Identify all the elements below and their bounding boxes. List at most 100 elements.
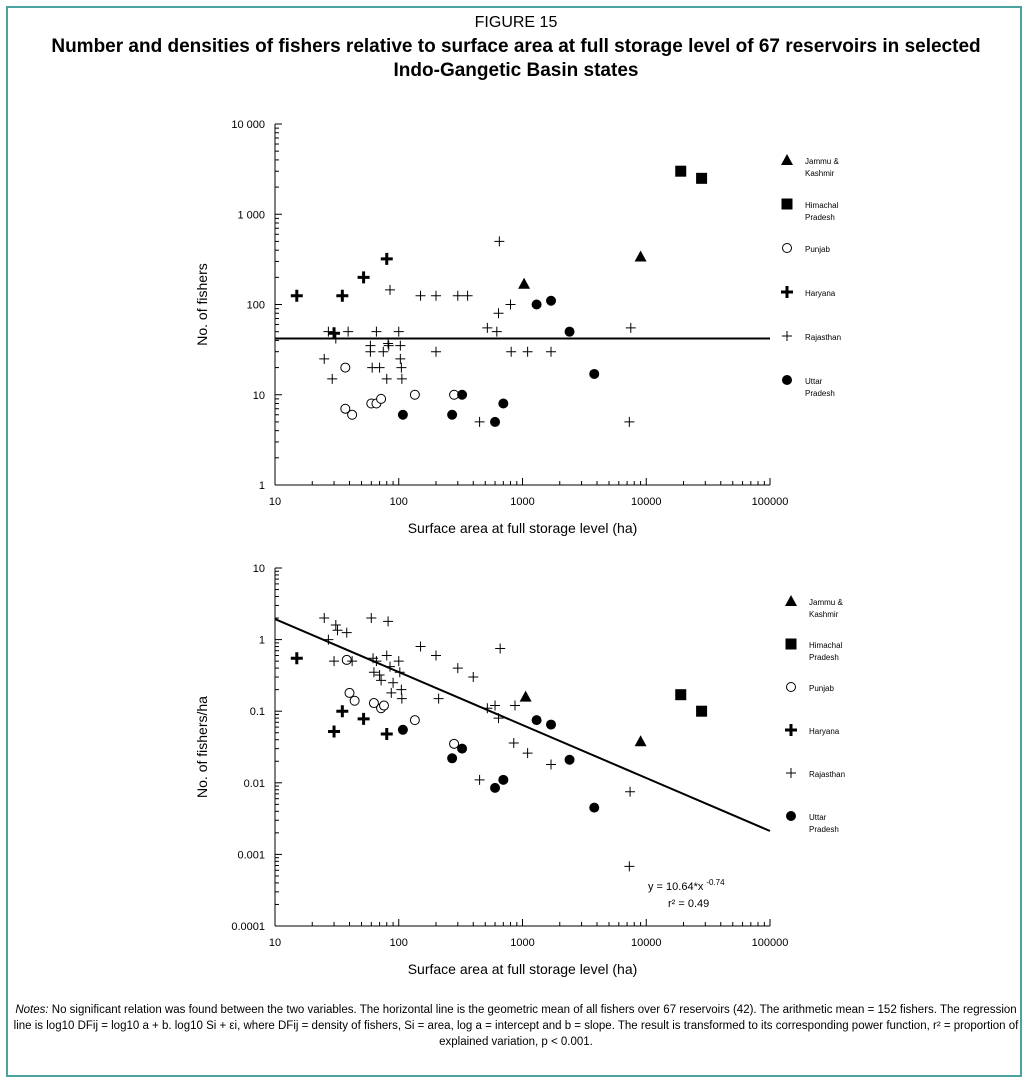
point-haryana [380, 252, 393, 265]
legend-marker-punjab [786, 682, 796, 692]
point-rajasthan [493, 308, 504, 319]
point-rajasthan [378, 346, 389, 357]
point-rajasthan [371, 326, 382, 337]
x-tick-label: 10 [269, 496, 281, 508]
x-tick-label: 1000 [510, 937, 534, 949]
point-rajasthan [625, 322, 636, 333]
point-rajasthan [415, 641, 426, 652]
legend-marker-punjab [782, 243, 792, 253]
point-rajasthan [381, 373, 392, 384]
y-tick-label: 0.0001 [231, 921, 265, 933]
point-rajasthan [327, 373, 338, 384]
point-rajasthan [506, 346, 517, 357]
point-uttar-pradesh [564, 754, 575, 765]
point-rajasthan [383, 338, 394, 349]
point-jammu-and-kashmir [519, 690, 532, 702]
point-haryana [328, 327, 341, 340]
regression-line [274, 618, 771, 832]
point-rajasthan [396, 373, 407, 384]
x-tick-label: 10000 [631, 496, 662, 508]
point-uttar-pradesh [397, 724, 408, 735]
point-jammu-and-kashmir [634, 250, 647, 262]
point-punjab [347, 409, 358, 420]
point-uttar-pradesh [589, 802, 600, 813]
point-uttar-pradesh [490, 782, 501, 793]
point-uttar-pradesh [457, 389, 468, 400]
legend-label-rajasthan: Rajasthan [809, 770, 845, 779]
point-rajasthan [462, 290, 473, 301]
legend-marker-haryana [781, 286, 793, 298]
point-rajasthan [396, 684, 407, 695]
x-tick-label: 1000 [510, 496, 534, 508]
x-tick-label: 100 [390, 496, 408, 508]
point-rajasthan [452, 290, 463, 301]
point-rajasthan [431, 290, 442, 301]
legend-label-himachal-pradesh: Himachal Pradesh [805, 201, 839, 222]
point-rajasthan [624, 416, 635, 427]
notes-text: No significant relation was found betwee… [13, 1004, 1019, 1048]
regression-r2: r² = 0.49 [668, 898, 709, 910]
point-rajasthan [319, 353, 330, 364]
y-tick-label: 1 [259, 635, 265, 647]
figure-notes: Notes: No significant relation was found… [8, 1002, 1024, 1050]
point-punjab [349, 695, 360, 706]
legend-marker-rajasthan [782, 331, 792, 341]
point-rajasthan [522, 748, 533, 759]
legend-label-himachal-pradesh: Himachal Pradesh [809, 641, 843, 662]
point-rajasthan [468, 672, 479, 683]
point-punjab [340, 403, 351, 414]
point-uttar-pradesh [546, 719, 557, 730]
figure-title: Number and densities of fishers relative… [51, 36, 981, 81]
point-uttar-pradesh [498, 774, 509, 785]
point-punjab [409, 389, 420, 400]
legend-label-jammu-and-kashmir: Jammu & Kashmir [805, 157, 839, 178]
point-rajasthan [393, 656, 404, 667]
point-uttar-pradesh [447, 409, 458, 420]
notes-prefix: Notes: [15, 1004, 49, 1016]
point-rajasthan [494, 236, 505, 247]
point-haryana [357, 712, 370, 725]
point-himachal-pradesh [696, 172, 708, 184]
point-rajasthan [341, 627, 352, 638]
point-rajasthan [396, 693, 407, 704]
point-rajasthan [386, 687, 397, 698]
point-uttar-pradesh [564, 326, 575, 337]
figure-frame [6, 6, 1022, 1077]
point-punjab [379, 700, 390, 711]
point-rajasthan [374, 362, 385, 373]
point-rajasthan [522, 346, 533, 357]
point-punjab [341, 654, 352, 665]
legend-label-punjab: Punjab [809, 684, 834, 693]
point-uttar-pradesh [589, 368, 600, 379]
point-haryana [380, 728, 393, 741]
point-rajasthan [374, 670, 385, 681]
point-rajasthan [474, 774, 485, 785]
point-uttar-pradesh [397, 409, 408, 420]
x-tick-label: 100000 [752, 496, 789, 508]
x-axis-label: Surface area at full storage level (ha) [408, 961, 638, 977]
point-himachal-pradesh [675, 689, 687, 701]
point-rajasthan [493, 713, 504, 724]
point-rajasthan [365, 346, 376, 357]
y-tick-label: 100 [247, 300, 265, 312]
point-rajasthan [343, 326, 354, 337]
regression-equation: y = 10.64*x -0.74 [648, 878, 725, 893]
point-punjab [376, 393, 387, 404]
y-tick-label: 0.01 [244, 778, 265, 790]
point-rajasthan [376, 675, 387, 686]
point-rajasthan [319, 613, 330, 624]
y-tick-label: 10 000 [231, 119, 265, 131]
point-haryana [336, 705, 349, 718]
point-haryana [357, 271, 370, 284]
point-rajasthan [332, 625, 343, 636]
legend-label-uttar-pradesh: Uttar Pradesh [809, 813, 839, 834]
point-rajasthan [510, 700, 521, 711]
point-rajasthan [431, 650, 442, 661]
figure-label: FIGURE 15 [474, 14, 558, 31]
point-rajasthan [508, 737, 519, 748]
x-tick-label: 100 [390, 937, 408, 949]
legend-marker-haryana [785, 724, 797, 736]
point-rajasthan [452, 663, 463, 674]
